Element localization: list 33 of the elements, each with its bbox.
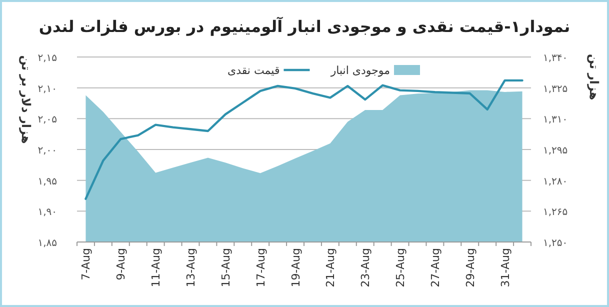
y-tick-label: ۱,۹۵ xyxy=(38,176,57,188)
x-tick-label: 25-Aug xyxy=(394,248,408,288)
x-tick-label: 11-Aug xyxy=(150,248,163,288)
y2-tick-label: ۱,۳۱۰ xyxy=(543,114,568,126)
y-axis-title: هزار دلار بر تن xyxy=(19,55,33,144)
x-tick-label: 17-Aug xyxy=(254,248,268,288)
y-tick-label: ۱,۸۵ xyxy=(38,238,57,249)
x-tick-label: 13-Aug xyxy=(184,248,198,288)
y2-tick-label: ۱,۳۲۵ xyxy=(543,84,568,95)
x-tick-label: 15-Aug xyxy=(219,248,232,288)
y2-tick-label: ۱,۳۴۰ xyxy=(543,53,568,64)
x-tick-label: 23-Aug xyxy=(359,248,372,288)
y-tick-label: ۲,۰۰ xyxy=(38,146,57,156)
x-tick-label: 19-Aug xyxy=(289,248,302,288)
y2-tick-label: ۱,۲۹۵ xyxy=(543,146,568,156)
x-tick-label: 27-Aug xyxy=(428,248,442,288)
legend-label: موجودی انبار xyxy=(330,64,390,77)
y-tick-label: ۲,۱۰ xyxy=(38,84,57,95)
y-tick-label: ۱,۹۰ xyxy=(38,207,57,218)
y2-tick-label: ۱,۲۸۰ xyxy=(543,176,568,188)
x-tick-label: 29-Aug xyxy=(464,248,477,288)
y2-tick-label: ۱,۲۵۰ xyxy=(543,238,568,249)
x-tick-label: 31-Aug xyxy=(498,248,512,288)
y-tick-label: ۲,۱۵ xyxy=(38,53,57,64)
x-tick-label: 21-Aug xyxy=(324,248,338,288)
line-series xyxy=(84,79,524,200)
y2-axis-title: هزار تن xyxy=(587,54,601,100)
x-tick-label: 9-Aug xyxy=(114,248,128,280)
y2-tick-label: ۱,۲۶۵ xyxy=(543,207,568,218)
legend-label: قیمت نقدی xyxy=(227,64,280,77)
chart-title: نمودار۱-قیمت نقدی و موجودی انبار آلومینیوم در بورس فلزات لندن xyxy=(38,16,570,36)
x-tick-label: 7-Aug xyxy=(80,248,93,280)
y-tick-label: ۲,۰۵ xyxy=(38,114,57,126)
